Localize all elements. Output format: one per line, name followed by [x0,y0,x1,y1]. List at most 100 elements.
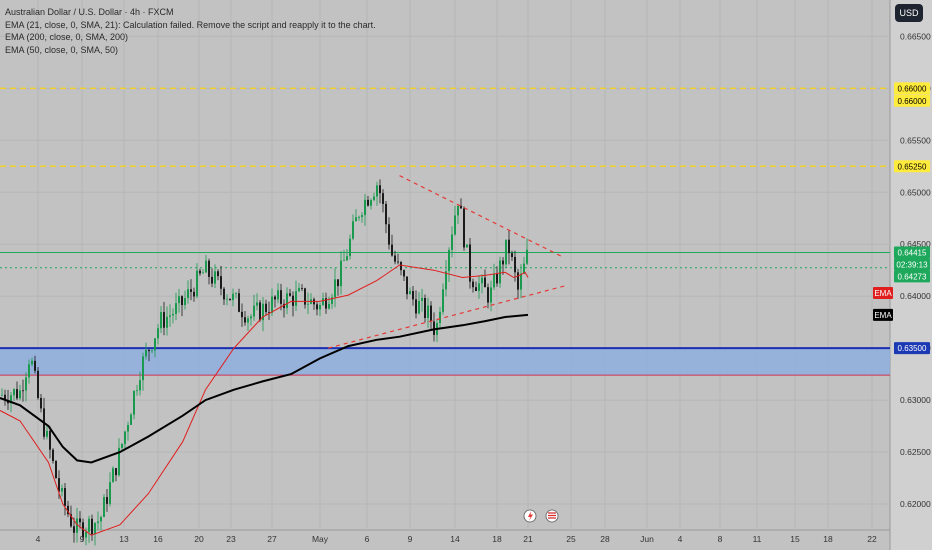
candle-body [91,518,93,535]
candle-body [361,215,363,218]
time-tick-label: Jun [640,534,654,544]
candle-body [469,244,471,282]
price-tag-bg [894,82,930,95]
time-tick-label: 27 [267,534,277,544]
candle-body [478,283,480,291]
candle-body [253,305,255,317]
candle-body [400,262,402,271]
candle-body [457,205,459,216]
candle-body [349,238,351,257]
candle-body [118,447,120,476]
candle-body [22,390,24,392]
candle-body [334,279,336,298]
candle-body [109,482,111,504]
candle-body [526,249,528,264]
chart-legend: Australian Dollar / U.S. Dollar · 4h · F… [5,6,376,56]
candle-body [13,389,15,396]
candle-body [49,430,51,450]
time-tick-label: 9 [408,534,413,544]
candle-body [505,239,507,265]
candle-body [130,414,132,425]
candle-body [169,315,171,317]
candle-body [19,390,21,399]
event-icons[interactable] [523,509,559,523]
candle-body [337,279,339,287]
legend-ema200[interactable]: EMA (200, close, 0, SMA, 200) [5,32,129,42]
candlesticks [1,179,528,546]
candle-body [235,293,237,295]
currency-button[interactable]: USD [895,4,923,22]
candle-body [85,531,87,538]
price-tag-bg [894,270,930,283]
candle-body [340,260,342,287]
candle-body [298,288,300,292]
candle-body [172,313,174,316]
price-tag-bg [873,287,893,300]
candle-body [70,514,72,527]
candle-body [262,303,264,321]
time-tick-label: May [312,534,329,544]
candle-body [250,316,252,319]
candle-body [421,297,423,301]
candle-body [502,260,504,265]
candle-body [214,271,216,284]
time-tick-label: 13 [119,534,129,544]
candle-body [373,196,375,201]
candle-body [46,430,48,437]
time-tick-label: 14 [450,534,460,544]
candle-body [481,277,483,284]
time-tick-label: 18 [492,534,502,544]
candle-body [367,199,369,206]
price-tag-bg [894,246,930,259]
candle-body [136,390,138,392]
candle-body [94,523,96,535]
candle-body [100,516,102,522]
price-tag-label: 0.66000 [898,97,927,106]
legend-ema21[interactable]: EMA (21, close, 0, SMA, 21): Calculation… [5,19,376,30]
price-tag-bg [894,342,930,355]
candle-body [286,293,288,309]
candle-body [403,270,405,277]
price-tick-label: 0.64500 [900,239,931,249]
candle-body [229,298,231,301]
candle-body [382,193,384,204]
candle-body [112,468,114,483]
candle-body [148,349,150,352]
us-flag-icon [548,512,556,519]
candle-body [181,296,183,306]
candle-body [139,380,141,391]
lightning-glyph-icon [528,511,533,521]
legend-ema50[interactable]: EMA (50, close, 0, SMA, 50) [5,44,119,55]
candle-body [232,293,234,301]
time-tick-label: 21 [523,534,533,544]
price-tags: 0.66000 0.66000 0.65250 0.64415 02:39:13 0.64… [873,82,930,355]
price-tag-label: 0.64273 [898,272,927,281]
candle-body [523,263,525,274]
candle-body [196,270,198,297]
candle-body [244,317,246,323]
candle-body [496,273,498,284]
candle-body [64,488,66,506]
candle-body [274,296,276,300]
zone-fill [0,348,890,376]
price-tick-label: 0.65500 [900,135,931,145]
candle-body [160,312,162,329]
candle-body [397,261,399,263]
time-tick-label: 16 [153,534,163,544]
candle-body [307,303,309,305]
candle-body [52,449,54,462]
candle-body [304,288,306,305]
candle-body [412,291,414,300]
candle-body [61,488,63,492]
candle-body [226,298,228,300]
candle-body [376,185,378,197]
candle-body [283,303,285,309]
candle-body [202,272,204,274]
candle-body [4,394,6,400]
candle-body [454,215,456,235]
candle-body [301,288,303,289]
candle-body [520,273,522,290]
price-tag-bg [894,94,930,107]
candle-body [97,521,99,524]
